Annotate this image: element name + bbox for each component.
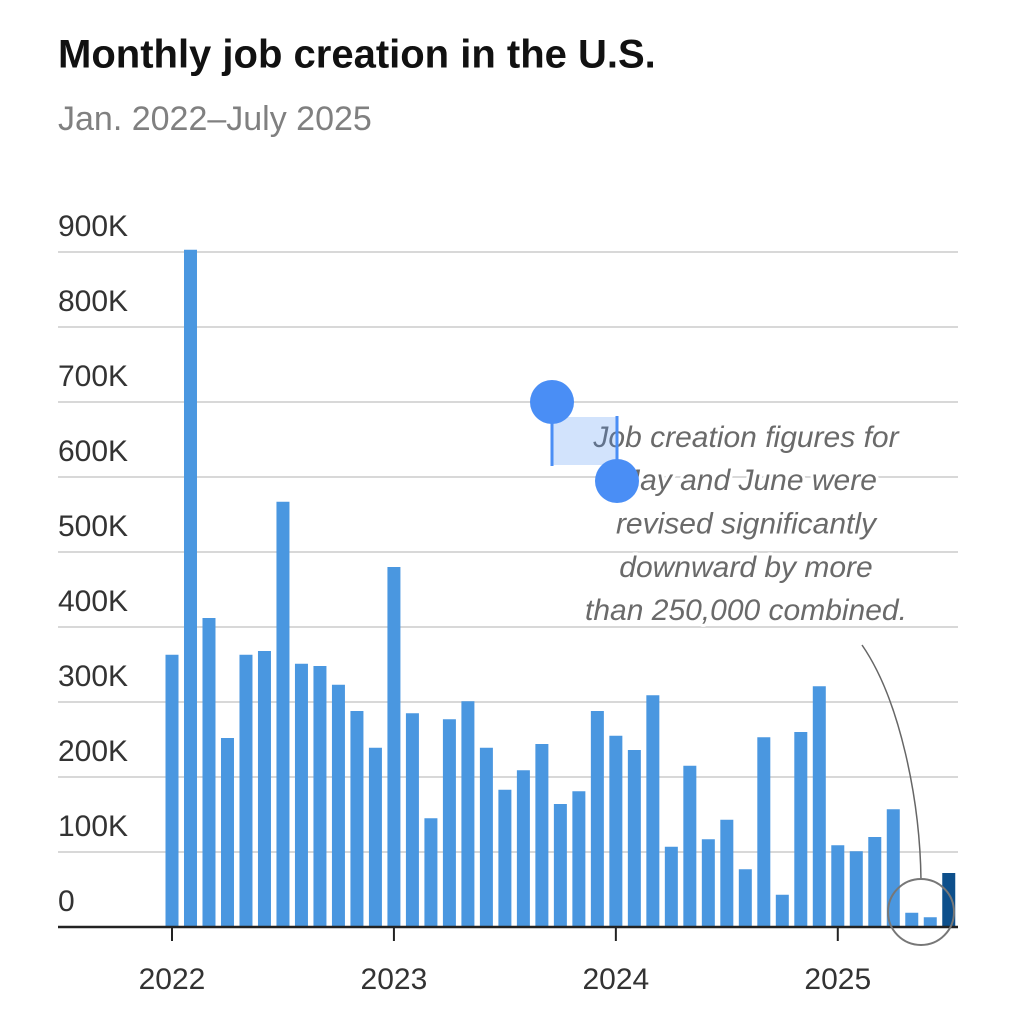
bar: [627, 750, 641, 927]
bar: [794, 732, 808, 927]
bar: [646, 695, 660, 927]
bar: [276, 501, 290, 927]
y-tick-label: 800K: [58, 285, 128, 318]
bar: [720, 819, 734, 927]
annotation-line: downward by more: [619, 551, 872, 584]
x-tick-label: 2025: [804, 963, 871, 996]
bar: [868, 837, 882, 927]
bar: [202, 618, 216, 927]
y-tick-label: 400K: [58, 585, 128, 618]
y-tick-label: 600K: [58, 435, 128, 468]
annotation-line: revised significantly: [616, 508, 878, 541]
bar: [812, 686, 826, 927]
bar: [572, 791, 586, 927]
text-selection: [552, 417, 618, 465]
bar: [183, 249, 197, 927]
bar: [331, 684, 345, 927]
bar: [757, 737, 771, 927]
bar: [479, 747, 493, 927]
annotation-line: than 250,000 combined.: [585, 594, 907, 627]
bar: [905, 912, 919, 927]
bars: [165, 249, 956, 927]
annotation: Job creation figures for May and June wer…: [582, 418, 910, 630]
bar: [350, 711, 364, 927]
bar: [831, 845, 845, 927]
y-tick-label: 500K: [58, 510, 128, 543]
bar: [461, 701, 475, 927]
bar: [368, 747, 382, 927]
chart-title: Monthly job creation in the U.S.: [58, 33, 656, 77]
y-tick-label: 0: [58, 885, 75, 918]
annotation-line: Job creation figures for: [592, 421, 899, 454]
bar: [442, 719, 456, 927]
bar: [701, 839, 715, 927]
y-tick-label: 200K: [58, 735, 128, 768]
x-tick-label: 2022: [139, 963, 206, 996]
bar: [590, 711, 604, 927]
annotation-arrow: [861, 644, 922, 881]
chart-subtitle: Jan. 2022–July 2025: [58, 100, 372, 138]
bar: [424, 818, 438, 927]
bar: [738, 869, 752, 927]
x-tick-label: 2024: [582, 963, 649, 996]
annotation-line: May and June were: [615, 464, 877, 497]
bar: [886, 809, 900, 927]
bar: [923, 917, 937, 927]
bar: [942, 873, 956, 927]
selection-handle-end[interactable]: [595, 459, 639, 503]
bar: [405, 713, 419, 927]
y-tick-label: 100K: [58, 810, 128, 843]
bar: [849, 851, 863, 927]
y-tick-label: 300K: [58, 660, 128, 693]
bar: [257, 651, 271, 927]
bar: [516, 770, 530, 927]
bar: [775, 894, 789, 927]
bar: [387, 567, 401, 927]
bar: [239, 654, 253, 927]
selection-handle-start[interactable]: [530, 380, 574, 424]
bar: [609, 735, 623, 927]
bar: [220, 738, 234, 927]
y-tick-label: 900K: [58, 210, 128, 243]
bar: [313, 666, 327, 927]
bar: [498, 789, 512, 927]
y-tick-label: 700K: [58, 360, 128, 393]
bar: [294, 663, 308, 927]
bar: [664, 846, 678, 927]
bar: [553, 804, 567, 927]
bar: [683, 765, 697, 927]
bar: [165, 654, 179, 927]
bar: [535, 744, 549, 927]
x-tick-label: 2023: [361, 963, 428, 996]
annotation-circle: [887, 878, 955, 946]
